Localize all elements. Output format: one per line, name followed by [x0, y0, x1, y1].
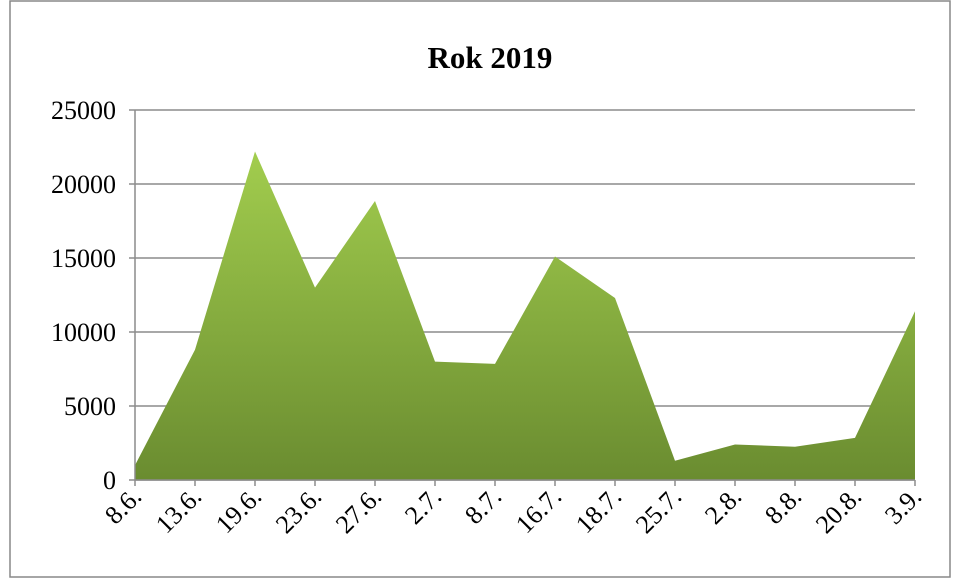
y-tick-label: 25000 [51, 96, 116, 125]
y-tick-label: 5000 [64, 392, 116, 421]
y-tick-label: 10000 [51, 318, 116, 347]
y-tick-label: 0 [103, 466, 116, 495]
area [135, 151, 915, 480]
y-tick-label: 20000 [51, 170, 116, 199]
chart-frame [9, 0, 951, 578]
chart-title: Rok 2019 [428, 40, 553, 75]
y-tick-label: 15000 [51, 244, 116, 273]
